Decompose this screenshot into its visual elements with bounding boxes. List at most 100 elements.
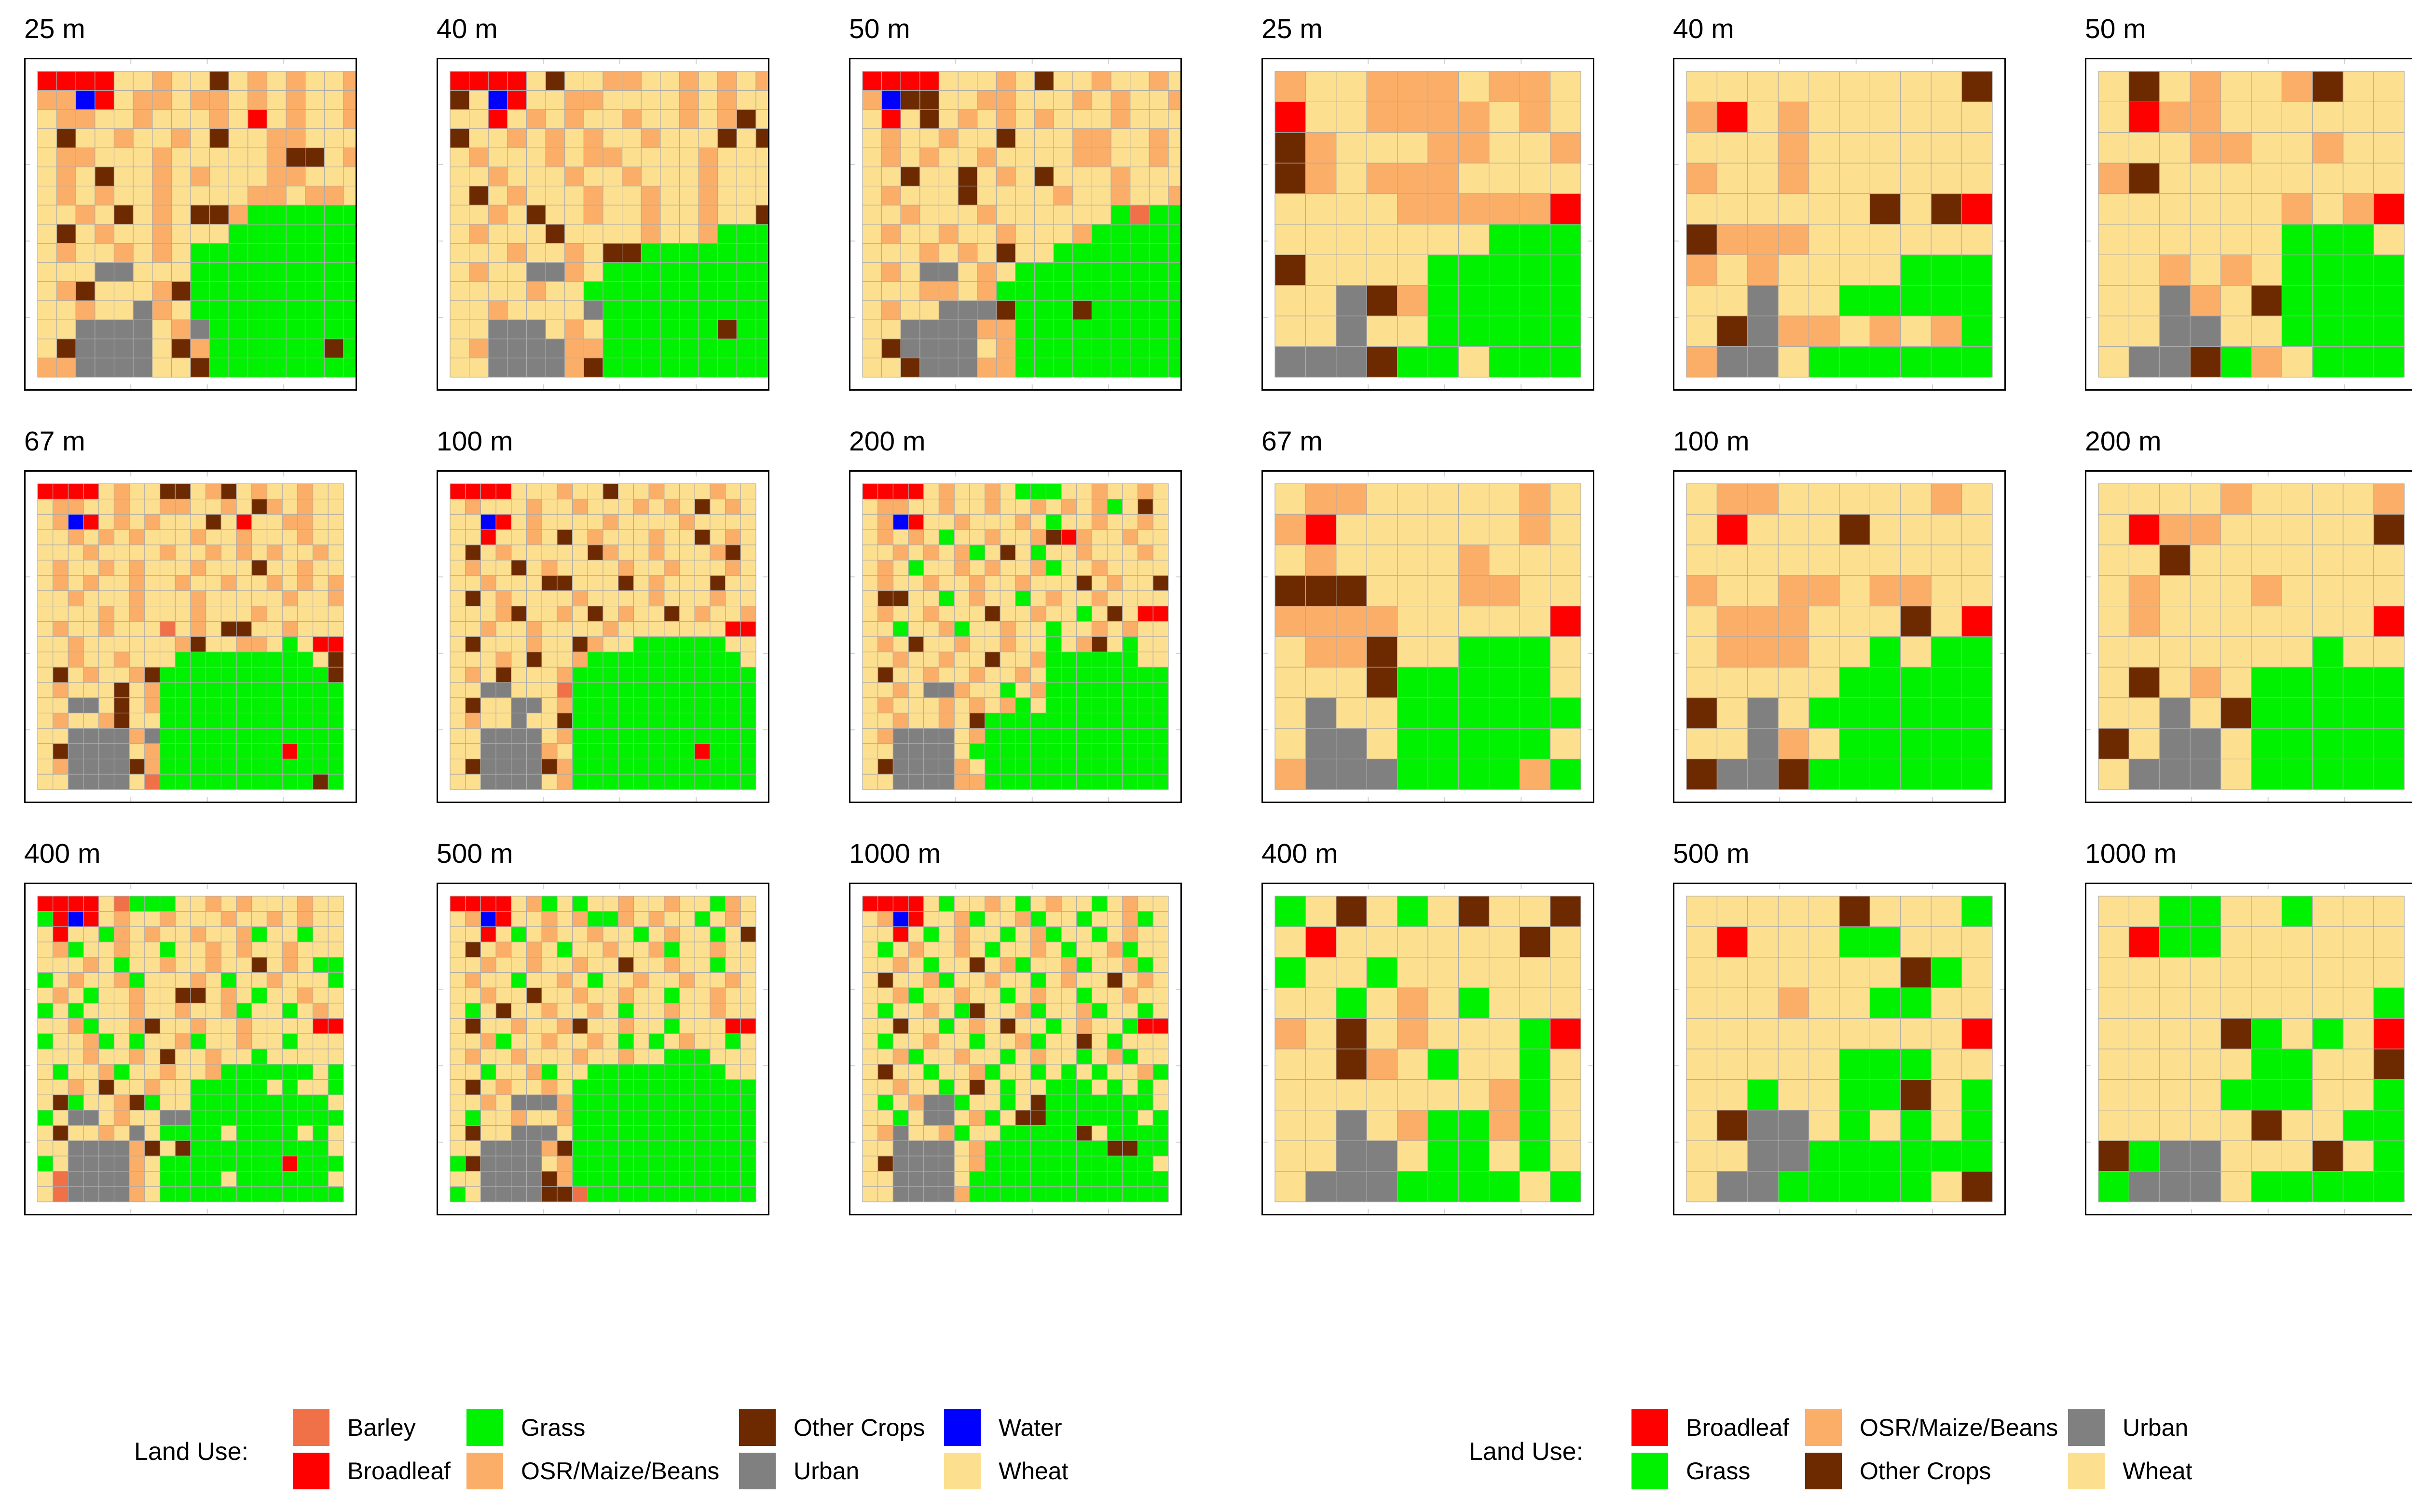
grid-cell <box>954 911 970 927</box>
grid-cell <box>1152 758 1169 775</box>
grid-cell <box>2281 254 2313 286</box>
grid-cell <box>1091 1079 1108 1095</box>
grid-cell <box>190 987 206 1004</box>
grid-cell <box>1549 606 1581 637</box>
grid-cell <box>488 339 508 358</box>
grid-cell <box>938 987 955 1004</box>
grid-cell <box>220 758 237 775</box>
grid-cell <box>710 529 726 545</box>
grid-cell <box>1519 667 1551 698</box>
grid-cell <box>53 499 69 515</box>
grid-cell <box>1152 652 1169 668</box>
grid-cell <box>664 545 680 561</box>
grid-cell <box>1015 911 1031 927</box>
grid-cell <box>1152 545 1169 561</box>
grid-cell <box>282 1049 298 1065</box>
grid-cell <box>129 941 145 958</box>
grid-cell <box>633 1049 649 1065</box>
legend-title: Land Use: <box>134 1438 249 1466</box>
grid-cell <box>1839 667 1871 698</box>
grid-cell <box>725 667 741 683</box>
grid-cell <box>1149 109 1169 129</box>
grid-cell <box>53 1018 69 1034</box>
grid-cell <box>583 186 603 205</box>
grid-cell <box>220 1079 237 1095</box>
grid-cell <box>648 957 665 973</box>
grid-cell <box>996 262 1016 282</box>
grid-cell <box>1091 166 1111 187</box>
grid-cell <box>664 1186 680 1202</box>
grid-cell <box>862 483 878 500</box>
grid-cell <box>938 621 955 637</box>
grid-cell <box>95 128 115 149</box>
grid-cell <box>1716 254 1748 286</box>
grid-cell <box>1275 224 1306 256</box>
grid-cell <box>220 545 237 561</box>
grid-cell <box>996 186 1016 205</box>
grid-cell <box>1397 957 1428 988</box>
grid-cell <box>583 357 603 378</box>
grid-cell <box>2281 957 2313 988</box>
grid-cell <box>1072 147 1093 167</box>
grid-cell <box>1931 606 1962 637</box>
grid-cell <box>83 1140 99 1157</box>
grid-cell <box>1900 285 1932 316</box>
grid-cell <box>908 972 924 988</box>
grid-cell <box>480 957 496 973</box>
grid-cell <box>297 559 314 576</box>
grid-cell <box>862 281 882 301</box>
grid-cell <box>56 109 76 129</box>
grid-cell <box>958 243 978 263</box>
grid-cell <box>564 109 584 129</box>
grid-cell <box>1015 262 1035 282</box>
grid-cell <box>526 1033 542 1049</box>
grid-cell <box>1427 728 1459 760</box>
grid-cell <box>266 1003 283 1019</box>
grid-cell <box>1809 483 1840 515</box>
grid-cell <box>251 667 268 683</box>
grid-cell <box>1366 1079 1398 1111</box>
grid-cell <box>641 339 661 358</box>
grid-cell <box>541 1125 558 1141</box>
grid-cell <box>2159 926 2191 958</box>
grid-cell <box>1137 1110 1153 1126</box>
grid-cell <box>1122 972 1138 988</box>
grid-cell <box>862 300 882 320</box>
grid-cell <box>282 621 298 637</box>
grid-cell <box>862 621 878 637</box>
grid-cell <box>698 128 718 149</box>
grid-cell <box>1839 545 1871 576</box>
grid-cell <box>587 483 603 500</box>
grid-cell <box>892 697 909 714</box>
grid-cell <box>1152 529 1169 545</box>
grid-cell <box>450 281 470 301</box>
grid-cell <box>1137 575 1153 591</box>
grid-cell <box>648 1079 665 1095</box>
grid-cell <box>206 896 222 912</box>
grid-cell <box>1000 575 1016 591</box>
grid-cell <box>1152 941 1169 958</box>
grid-cell <box>1072 262 1093 282</box>
grid-cell <box>1275 896 1306 927</box>
grid-cell <box>251 758 268 775</box>
grid-cell <box>190 243 210 263</box>
grid-cell <box>469 90 489 110</box>
grid-cell <box>633 1110 649 1126</box>
grid-cell <box>220 957 237 973</box>
grid-cell <box>694 1171 711 1187</box>
grid-cell <box>1152 957 1169 973</box>
panel-title: 1000 m <box>2085 838 2177 869</box>
grid-cell <box>1107 606 1123 622</box>
grid-cell <box>190 774 206 790</box>
grid-cell <box>2312 606 2343 637</box>
grid-cell <box>923 896 940 912</box>
grid-cell <box>583 300 603 320</box>
grid-cell <box>98 1171 115 1187</box>
grid-cell <box>190 529 206 545</box>
grid-cell <box>56 128 76 149</box>
grid-cell <box>175 987 191 1004</box>
grid-cell <box>488 357 508 378</box>
grid-cell <box>881 166 901 187</box>
grid-cell <box>664 774 680 790</box>
grid-cell <box>1931 758 1962 790</box>
